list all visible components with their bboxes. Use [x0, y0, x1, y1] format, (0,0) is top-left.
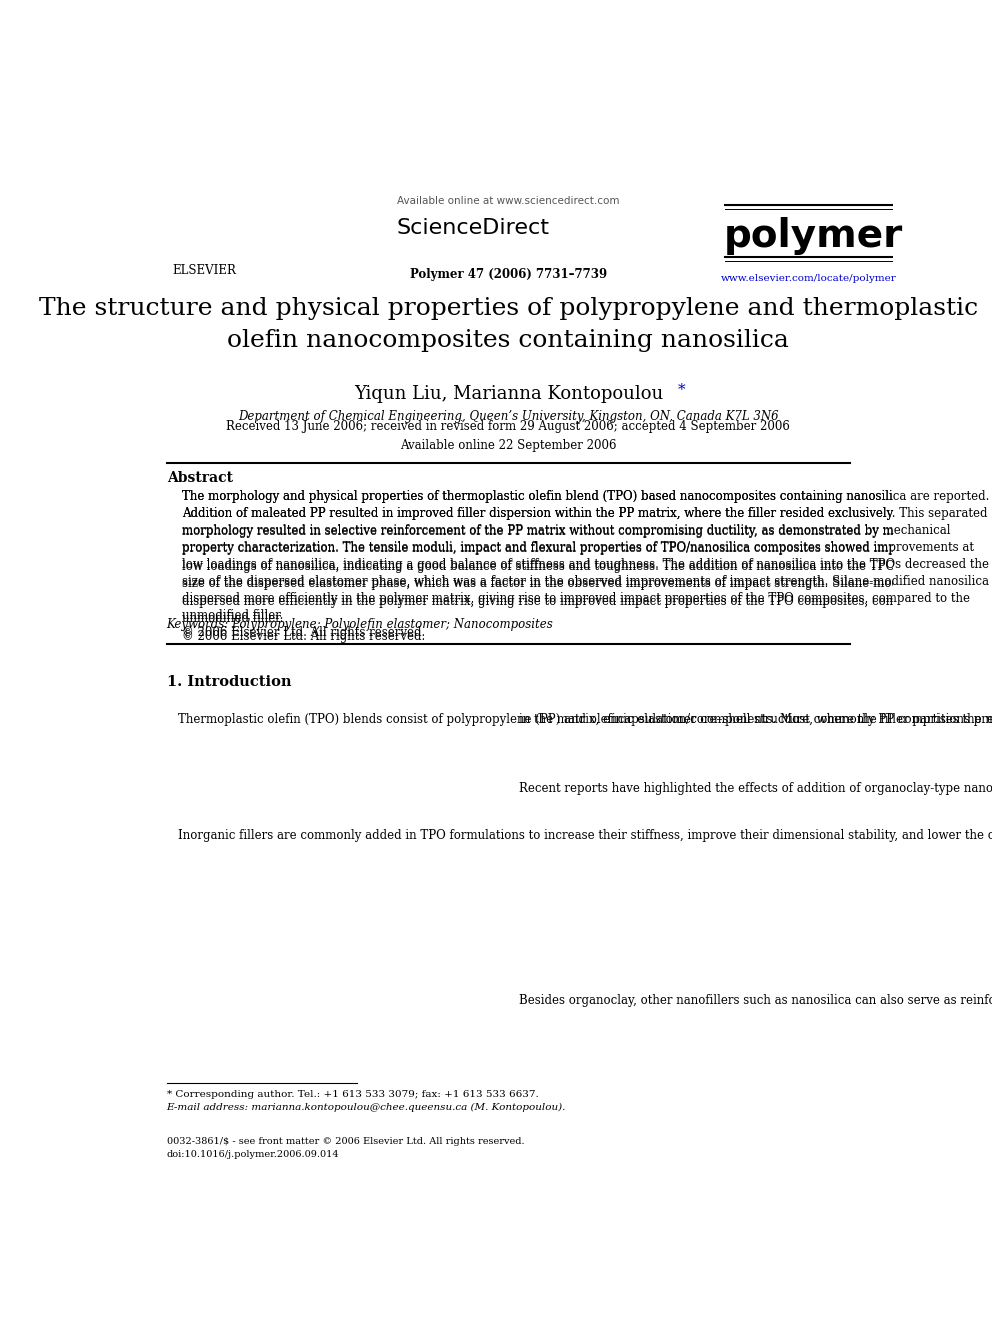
Text: Keywords: Polypropylene; Polyolefin elastomer; Nanocomposites: Keywords: Polypropylene; Polyolefin elas… — [167, 618, 554, 631]
Text: in the matrix, encapsulation/core–shell structure, where the filler partitions p: in the matrix, encapsulation/core–shell … — [519, 713, 992, 726]
Text: Available online at www.sciencedirect.com: Available online at www.sciencedirect.co… — [397, 196, 620, 206]
Text: Polymer 47 (2006) 7731–7739: Polymer 47 (2006) 7731–7739 — [410, 267, 607, 280]
Text: ScienceDirect: ScienceDirect — [396, 218, 550, 238]
Text: Department of Chemical Engineering, Queen’s University, Kingston, ON, Canada K7L: Department of Chemical Engineering, Quee… — [238, 410, 779, 423]
Text: Besides organoclay, other nanofillers such as nanosilica can also serve as reinf: Besides organoclay, other nanofillers su… — [519, 994, 992, 1007]
Text: Inorganic fillers are commonly added in TPO formulations to increase their stiff: Inorganic fillers are commonly added in … — [179, 828, 992, 841]
Text: www.elsevier.com/locate/polymer: www.elsevier.com/locate/polymer — [720, 274, 896, 283]
Text: The morphology and physical properties of thermoplastic olefin blend (TPO) based: The morphology and physical properties o… — [183, 490, 989, 639]
Text: ELSEVIER: ELSEVIER — [172, 263, 236, 277]
Text: The structure and physical properties of polypropylene and thermoplastic
olefin : The structure and physical properties of… — [39, 296, 978, 352]
Text: Received 13 June 2006; received in revised form 29 August 2006; accepted 4 Septe: Received 13 June 2006; received in revis… — [226, 419, 791, 452]
Text: polymer: polymer — [724, 217, 904, 255]
Text: E-mail address: marianna.kontopoulou@chee.queensu.ca (M. Kontopoulou).: E-mail address: marianna.kontopoulou@che… — [167, 1103, 566, 1111]
Text: * Corresponding author. Tel.: +1 613 533 3079; fax: +1 613 533 6637.: * Corresponding author. Tel.: +1 613 533… — [167, 1090, 539, 1099]
Text: 0032-3861/$ - see front matter © 2006 Elsevier Ltd. All rights reserved.
doi:10.: 0032-3861/$ - see front matter © 2006 El… — [167, 1138, 524, 1159]
Text: 1. Introduction: 1. Introduction — [167, 675, 291, 689]
Text: The morphology and physical properties of thermoplastic olefin blend (TPO) based: The morphology and physical properties o… — [183, 490, 989, 643]
Text: *: * — [679, 382, 685, 397]
Text: Recent reports have highlighted the effects of addition of organoclay-type nanof: Recent reports have highlighted the effe… — [519, 782, 992, 795]
Text: Thermoplastic olefin (TPO) blends consist of polypropylene (PP) and olefinic ela: Thermoplastic olefin (TPO) blends consis… — [179, 713, 992, 726]
Text: Yiqun Liu, Marianna Kontopoulou: Yiqun Liu, Marianna Kontopoulou — [354, 385, 663, 402]
Text: Abstract: Abstract — [167, 471, 233, 486]
